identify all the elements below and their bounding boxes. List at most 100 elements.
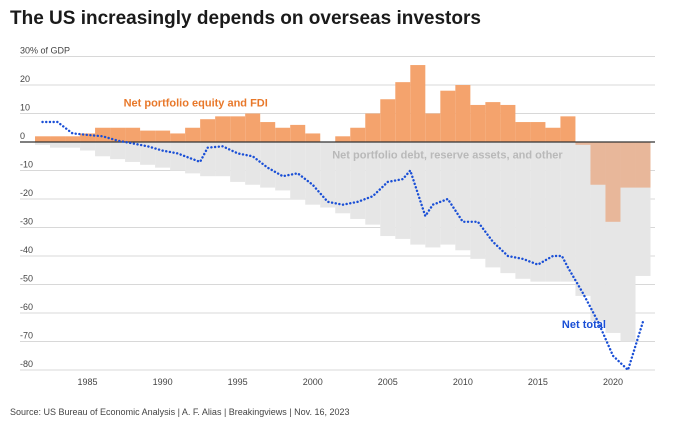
equity-bar: [395, 82, 411, 142]
debt-bar: [110, 142, 126, 160]
debt-bar: [185, 142, 201, 174]
source-note: Source: US Bureau of Economic Analysis |…: [10, 407, 350, 417]
y-tick-label: -40: [20, 245, 33, 255]
equity-bar: [545, 127, 561, 142]
x-tick-label: 1990: [153, 377, 173, 387]
debt-bar: [275, 142, 291, 191]
debt-bar: [95, 142, 111, 157]
y-tick-label: 10: [20, 103, 30, 113]
equity-bar: [470, 104, 486, 142]
debt-bar: [335, 142, 351, 214]
y-tick-label: 30% of GDP: [20, 46, 70, 56]
chart-title: The US increasingly depends on overseas …: [10, 8, 481, 29]
debt-bar: [560, 142, 576, 282]
y-tick-label: 0: [20, 131, 25, 141]
debt-bar: [230, 142, 246, 182]
debt-bar: [620, 142, 636, 342]
x-tick-label: 2010: [453, 377, 473, 387]
equity-bar: [575, 142, 591, 145]
series-annotation: Net portfolio debt, reserve assets, and …: [332, 150, 563, 162]
equity-bar: [65, 136, 81, 142]
equity-bar: [560, 116, 576, 142]
y-tick-label: -60: [20, 302, 33, 312]
equity-bar: [245, 113, 261, 142]
x-tick-label: 2005: [378, 377, 398, 387]
equity-bar: [515, 122, 531, 142]
debt-bar: [65, 142, 81, 148]
debt-bar: [35, 142, 51, 145]
equity-bar: [185, 127, 201, 142]
debt-bar: [500, 142, 516, 274]
equity-bar: [200, 119, 216, 142]
debt-bar: [125, 142, 141, 162]
equity-bar: [440, 90, 456, 142]
debt-bar: [530, 142, 546, 282]
x-tick-label: 2020: [603, 377, 623, 387]
debt-bar: [245, 142, 261, 185]
debt-bar: [590, 142, 606, 322]
equity-bar: [605, 142, 621, 222]
x-tick-label: 2000: [303, 377, 323, 387]
x-tick-label: 1995: [228, 377, 248, 387]
equity-bar: [110, 127, 126, 142]
net-total-line: [41, 120, 645, 372]
debt-bar: [365, 142, 381, 225]
x-tick-label: 2015: [528, 377, 548, 387]
equity-bar: [380, 99, 396, 142]
y-tick-label: -10: [20, 160, 33, 170]
equity-bar: [590, 142, 606, 185]
debt-bar: [50, 142, 66, 148]
debt-bar: [80, 142, 96, 151]
equity-bar: [305, 133, 321, 142]
y-tick-label: 20: [20, 74, 30, 84]
debt-bar: [395, 142, 411, 239]
y-tick-label: -20: [20, 188, 33, 198]
equity-bar: [140, 130, 156, 142]
debt-bar: [515, 142, 531, 279]
debt-bar: [455, 142, 471, 251]
equity-bar: [230, 116, 246, 142]
debt-bar: [425, 142, 441, 248]
debt-bar: [545, 142, 561, 282]
equity-bar: [500, 104, 516, 142]
equity-bar: [50, 136, 66, 142]
equity-bar: [635, 142, 651, 188]
equity-bar: [335, 136, 351, 142]
equity-bar: [290, 124, 306, 142]
equity-bar: [95, 127, 111, 142]
y-tick-label: -30: [20, 217, 33, 227]
debt-bar: [215, 142, 231, 177]
equity-bar: [620, 142, 636, 188]
y-tick-label: -80: [20, 359, 33, 369]
debt-bar: [575, 142, 591, 296]
equity-bar: [170, 133, 186, 142]
debt-bar: [485, 142, 501, 268]
series-annotation: Net portfolio equity and FDI: [124, 97, 268, 109]
debt-bar: [320, 142, 336, 208]
debt-bar: [470, 142, 486, 259]
equity-bar: [275, 127, 291, 142]
debt-bar: [440, 142, 456, 245]
debt-bar: [140, 142, 156, 165]
debt-bar: [200, 142, 216, 177]
equity-bar: [125, 127, 141, 142]
equity-bar: [35, 136, 51, 142]
equity-bar: [365, 113, 381, 142]
equity-bar: [410, 65, 426, 142]
debt-bar: [170, 142, 186, 171]
y-tick-label: -70: [20, 331, 33, 341]
y-tick-label: -50: [20, 274, 33, 284]
equity-bar: [455, 85, 471, 142]
x-tick-label: 1985: [78, 377, 98, 387]
series-annotation: Net total: [562, 319, 606, 331]
debt-bar: [155, 142, 171, 168]
equity-bar: [215, 116, 231, 142]
debt-bar: [380, 142, 396, 237]
equity-bar: [485, 102, 501, 142]
equity-bar: [155, 130, 171, 142]
debt-bar: [290, 142, 306, 199]
debt-bar: [305, 142, 321, 205]
equity-bar: [425, 113, 441, 142]
equity-bar: [260, 122, 276, 142]
